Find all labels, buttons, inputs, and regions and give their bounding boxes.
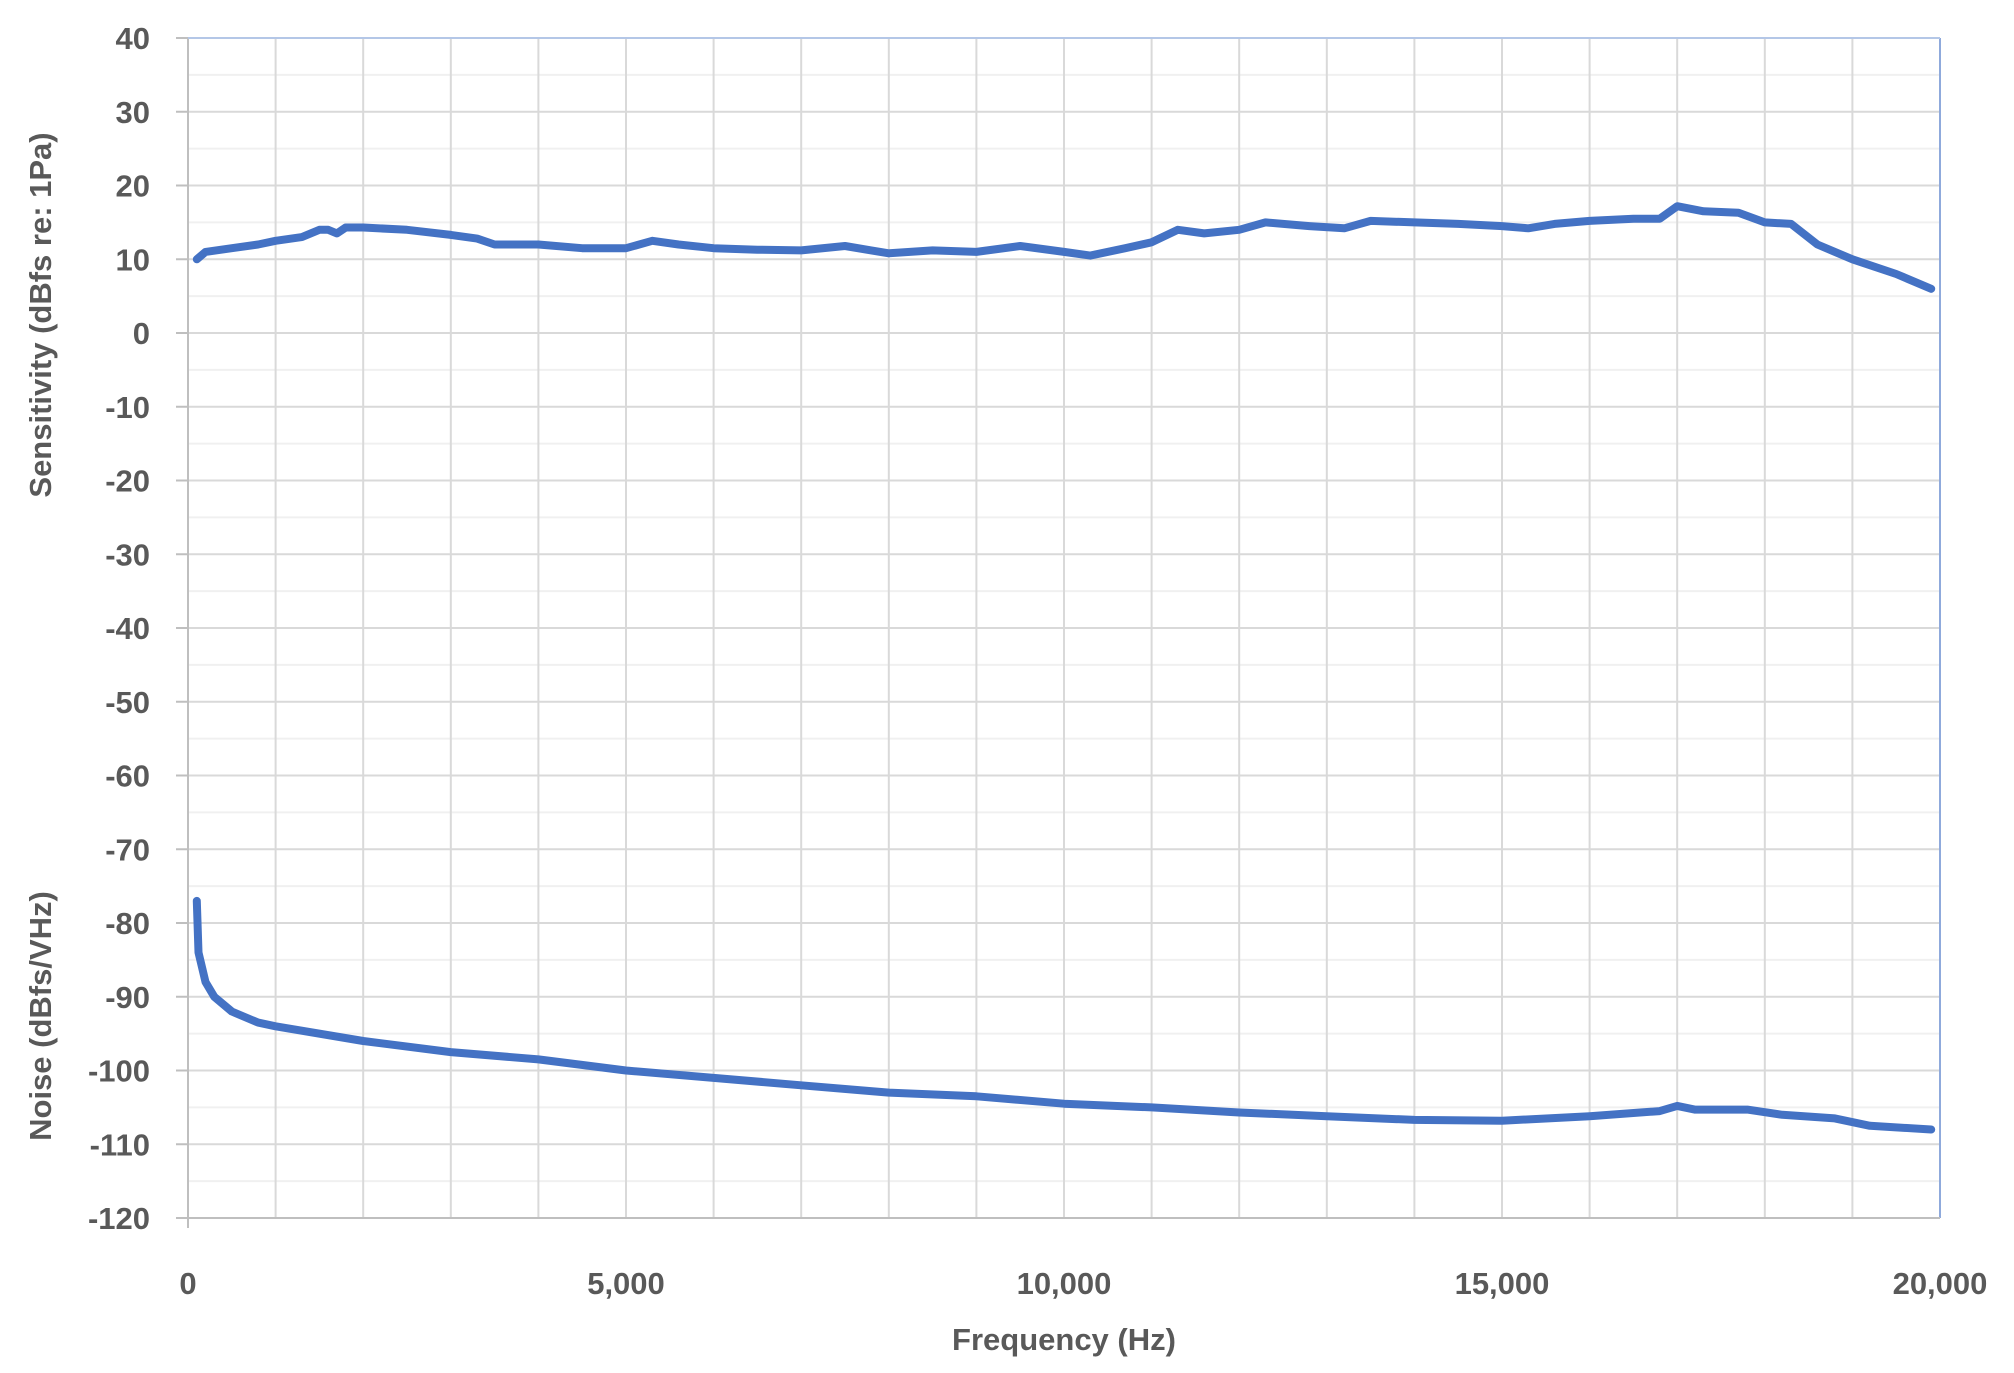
y-tick-labels: 40 30 20 10 0 -10 -20 -30 -40 -50 -60 -70 -80 -90 -100… xyxy=(88,21,150,1236)
sensitivity-line xyxy=(192,202,1936,293)
y-tick-label: -60 xyxy=(105,759,150,794)
x-tick-label: 15,000 xyxy=(1455,1266,1550,1301)
noise-line xyxy=(192,896,1936,1134)
y-tick-label: -100 xyxy=(88,1054,150,1089)
y-tick-label: 40 xyxy=(116,21,150,56)
y-tick-label: -20 xyxy=(105,464,150,499)
x-axis-title: Frequency (Hz) xyxy=(952,1322,1176,1357)
y-tick-label: -110 xyxy=(90,1127,150,1162)
y-tick-label: -30 xyxy=(105,537,150,572)
x-tick-label: 10,000 xyxy=(1017,1266,1112,1301)
y-tick-label: 0 xyxy=(133,316,150,351)
y-tick-label: -10 xyxy=(105,390,150,425)
y-tick-label: -70 xyxy=(105,832,150,867)
x-tick-label: 0 xyxy=(179,1266,196,1301)
y-tick-label: -120 xyxy=(88,1201,150,1236)
y-tick-label: -50 xyxy=(105,685,150,720)
x-tick-labels: 0 5,000 10,000 15,000 20,000 xyxy=(179,1266,1987,1301)
y-tick-label: -80 xyxy=(105,906,150,941)
series-group xyxy=(192,202,1936,1134)
y-tick-label: 10 xyxy=(116,242,150,277)
x-tick-label: 20,000 xyxy=(1893,1266,1988,1301)
y-tick-label: 30 xyxy=(116,95,150,130)
x-tick-label: 5,000 xyxy=(587,1266,665,1301)
y-tick-label: -40 xyxy=(105,611,150,646)
y-tick-label: 20 xyxy=(116,169,150,204)
y-tick-label: -90 xyxy=(105,980,150,1015)
y-axis-title-noise: Noise (dBfs/VHz) xyxy=(23,891,58,1141)
y-axis-title-sensitivity: Sensitivity (dBfs re: 1Pa) xyxy=(23,132,58,497)
